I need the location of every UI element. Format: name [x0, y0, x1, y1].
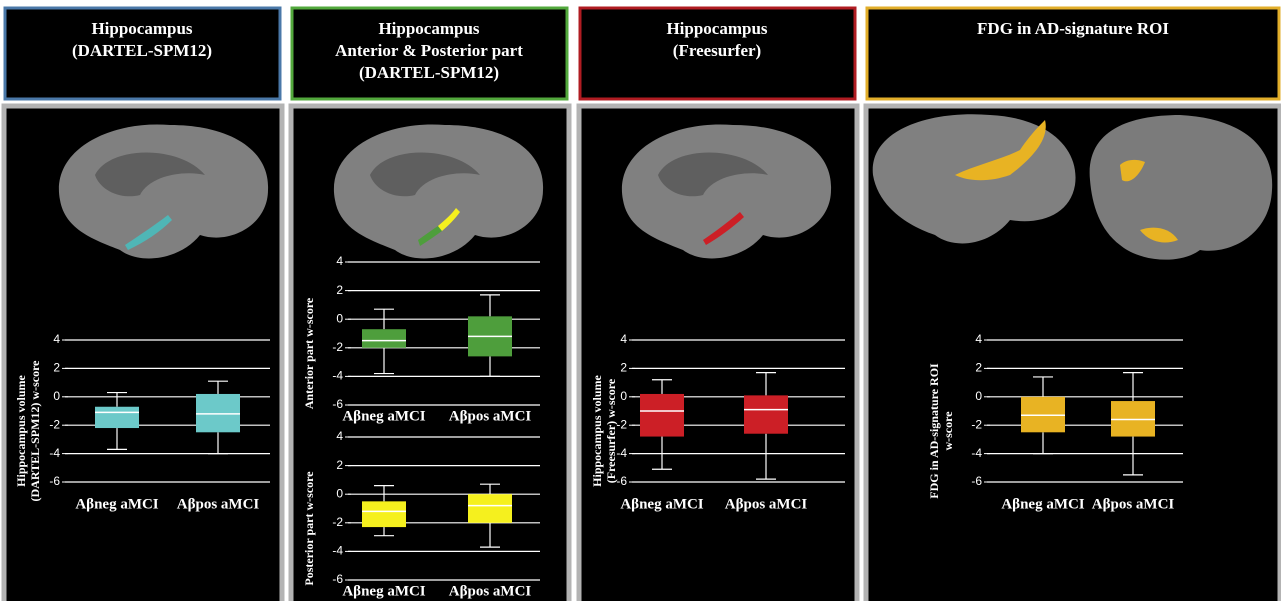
panel-title: FDG in AD-signature ROI: [977, 19, 1169, 38]
box: [362, 329, 406, 348]
brain-image: [872, 114, 1273, 260]
y-axis-label: w-score: [941, 411, 955, 451]
y-tick-label: 2: [975, 361, 982, 375]
y-tick-label: 4: [975, 332, 982, 346]
y-axis-label: Hippocampus volume: [14, 374, 28, 486]
y-tick-label: 0: [620, 389, 627, 403]
panel-title: (Freesurfer): [673, 41, 761, 60]
box: [468, 494, 512, 523]
y-tick-label: 4: [620, 332, 627, 346]
y-tick-label: 0: [975, 389, 982, 403]
box: [95, 406, 139, 429]
x-tick-label: Aβpos aMCI: [177, 496, 260, 512]
panel-title: (DARTEL-SPM12): [359, 63, 499, 82]
y-tick-label: -6: [332, 572, 343, 586]
y-tick-label: 0: [336, 311, 343, 325]
y-tick-label: -6: [971, 474, 982, 488]
y-tick-label: 4: [53, 332, 60, 346]
y-tick-label: -6: [332, 397, 343, 411]
y-tick-label: -4: [332, 369, 343, 383]
y-tick-label: -4: [616, 446, 627, 460]
y-tick-label: -6: [49, 474, 60, 488]
brain-image: [58, 124, 269, 259]
y-tick-label: 0: [336, 486, 343, 500]
y-tick-label: -4: [332, 544, 343, 558]
x-tick-label: Aβpos aMCI: [449, 408, 532, 424]
box: [362, 501, 406, 528]
y-tick-label: -4: [49, 446, 60, 460]
header-box: [3, 6, 282, 101]
box: [744, 395, 788, 434]
y-tick-label: -2: [616, 417, 627, 431]
panel-title: (DARTEL-SPM12): [72, 41, 212, 60]
y-axis-label: (DARTEL-SPM12) w-score: [28, 360, 42, 502]
panel-title: Hippocampus: [91, 19, 192, 38]
y-tick-label: 0: [53, 389, 60, 403]
header-box: [290, 6, 569, 101]
x-tick-label: Aβneg aMCI: [1001, 496, 1084, 512]
brain-image: [333, 124, 544, 259]
x-tick-label: Aβpos aMCI: [725, 496, 808, 512]
box: [640, 393, 684, 437]
x-tick-label: Aβpos aMCI: [1092, 496, 1175, 512]
x-tick-label: Aβneg aMCI: [620, 496, 703, 512]
y-tick-label: 4: [336, 429, 343, 443]
y-tick-label: 2: [620, 361, 627, 375]
panel-title: Anterior & Posterior part: [335, 41, 523, 60]
y-tick-label: -2: [49, 417, 60, 431]
x-tick-label: Aβpos aMCI: [449, 583, 532, 599]
y-axis-label: Posterior part w-score: [302, 471, 316, 586]
y-tick-label: -2: [332, 515, 343, 529]
x-tick-label: Aβneg aMCI: [342, 408, 425, 424]
y-tick-label: -2: [971, 417, 982, 431]
y-tick-label: 4: [336, 254, 343, 268]
y-tick-label: -2: [332, 340, 343, 354]
x-tick-label: Aβneg aMCI: [75, 496, 158, 512]
y-axis-label: (Freesurfer) w-score: [604, 378, 618, 483]
x-tick-label: Aβneg aMCI: [342, 583, 425, 599]
panel-title: Hippocampus: [378, 19, 479, 38]
panel-title: Hippocampus: [666, 19, 767, 38]
header-box: [578, 6, 857, 101]
y-tick-label: 2: [336, 458, 343, 472]
y-tick-label: -6: [616, 474, 627, 488]
header-box: [865, 6, 1281, 101]
brain-image: [621, 124, 832, 259]
y-tick-label: 2: [336, 283, 343, 297]
y-tick-label: 2: [53, 361, 60, 375]
y-axis-label: Anterior part w-score: [302, 297, 316, 409]
y-axis-label: Hippocampus volume: [590, 374, 604, 486]
y-tick-label: -4: [971, 446, 982, 460]
y-axis-label: FDG in AD-signature ROI: [927, 363, 941, 499]
